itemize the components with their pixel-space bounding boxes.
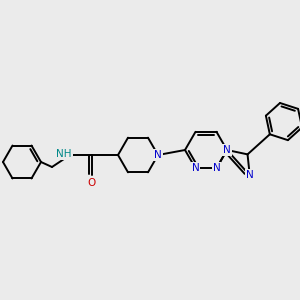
Text: N: N [192, 163, 200, 173]
Text: N: N [154, 150, 162, 160]
Text: N: N [246, 170, 253, 180]
Text: O: O [88, 178, 96, 188]
Text: N: N [213, 163, 220, 173]
Text: N: N [223, 145, 231, 155]
Text: NH: NH [56, 149, 72, 159]
